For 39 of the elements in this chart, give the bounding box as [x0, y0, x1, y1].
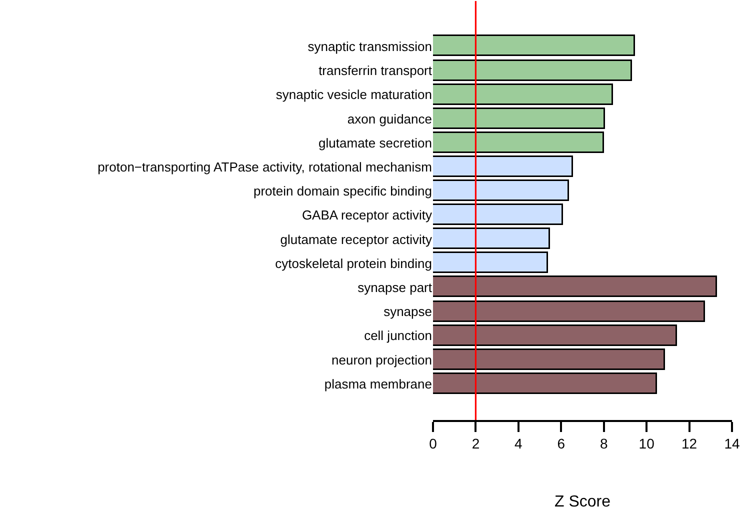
bar — [433, 228, 550, 249]
bar — [433, 276, 717, 297]
y-tick-label: cytoskeletal protein binding — [275, 256, 432, 271]
bar — [433, 34, 635, 56]
y-tick-label: proton−transporting ATPase activity, rotational mechanism — [98, 160, 432, 175]
bar — [433, 348, 665, 370]
bar — [433, 372, 657, 394]
x-axis-title: Z Score — [554, 494, 611, 511]
y-tick-label: glutamate secretion — [318, 135, 432, 150]
bar — [433, 84, 613, 105]
x-tick-label: 0 — [429, 436, 438, 452]
bar — [433, 204, 563, 225]
x-tick-label: 10 — [638, 436, 655, 452]
y-tick-label: synaptic vesicle maturation — [276, 87, 432, 102]
x-tick-label: 14 — [724, 436, 740, 452]
x-tick-label: 6 — [557, 436, 566, 452]
y-tick-label: plasma membrane — [324, 376, 432, 392]
bar — [433, 324, 677, 346]
y-tick-label: synapse part — [358, 280, 432, 295]
y-tick-label: cell junction — [364, 328, 432, 344]
y-tick-label: transferrin transport — [318, 63, 432, 78]
y-tick-label: neuron projection — [332, 352, 432, 368]
y-tick-label: GABA receptor activity — [302, 208, 432, 223]
bar — [433, 300, 705, 322]
bar — [433, 60, 632, 81]
y-tick-label: synaptic transmission — [308, 39, 432, 54]
bar — [433, 132, 604, 153]
y-tick-label: synapse — [384, 304, 432, 320]
y-tick-label: axon guidance — [347, 111, 432, 126]
bar — [433, 156, 573, 177]
x-tick-label: 12 — [682, 436, 698, 452]
bar — [433, 108, 605, 129]
bar — [433, 180, 569, 201]
y-tick-label: glutamate receptor activity — [280, 232, 432, 247]
x-tick-label: 8 — [600, 436, 608, 452]
x-tick-label: 4 — [514, 436, 523, 452]
y-tick-label: protein domain specific binding — [254, 184, 432, 199]
x-tick-label: 2 — [472, 436, 480, 452]
bar — [433, 252, 548, 273]
